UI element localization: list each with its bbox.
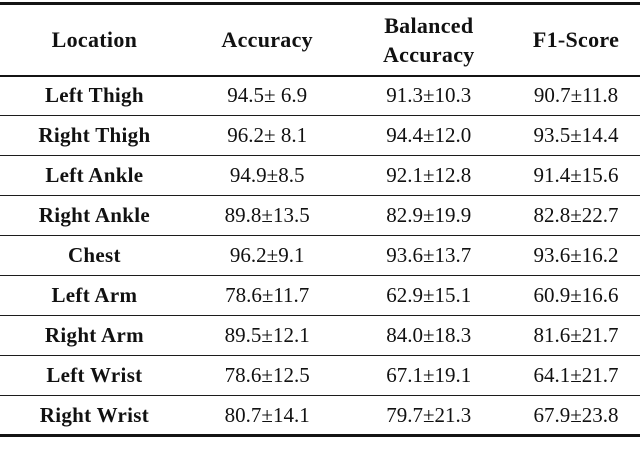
table-row-left-thigh: Left Thigh 94.5± 6.9 91.3±10.3 90.7±11.8 (0, 76, 640, 116)
cell-f1-score: 93.6±16.2 (533, 243, 619, 267)
cell-accuracy: 96.2±9.1 (229, 243, 305, 267)
cell-location: Left Arm (51, 283, 138, 307)
column-header-balanced-line2: Accuracy (382, 41, 475, 67)
cell-f1-score: 90.7±11.8 (533, 83, 619, 108)
table-row-chest: Chest 96.2±9.1 93.6±13.7 93.6±16.2 (0, 236, 640, 276)
results-table: Location Accuracy Balanced Accuracy F1-S… (0, 2, 640, 437)
cell-f1-score: 82.8±22.7 (533, 203, 619, 227)
cell-f1-score: 91.4±15.6 (533, 163, 619, 187)
cell-accuracy: 78.6±12.5 (224, 363, 310, 387)
cell-location: Right Wrist (39, 402, 150, 427)
table-row-left-wrist: Left Wrist 78.6±12.5 67.1±19.1 64.1±21.7 (0, 356, 640, 396)
cell-accuracy: 78.6±11.7 (225, 283, 310, 307)
cell-location: Left Ankle (45, 163, 144, 187)
cell-accuracy: 89.5±12.1 (224, 323, 310, 347)
cell-f1-score: 64.1±21.7 (533, 363, 619, 387)
cell-f1-score: 93.5±14.4 (533, 123, 619, 147)
table-row-right-wrist: Right Wrist 80.7±14.1 79.7±21.3 67.9±23.… (0, 396, 640, 436)
cell-balanced-accuracy: 92.1±12.8 (386, 163, 472, 187)
cell-balanced-accuracy: 79.7±21.3 (386, 402, 472, 427)
table-body: Left Thigh 94.5± 6.9 91.3±10.3 90.7±11.8… (0, 76, 640, 436)
table-header: Location Accuracy Balanced Accuracy F1-S… (0, 4, 640, 76)
cell-balanced-accuracy: 91.3±10.3 (386, 83, 472, 108)
cell-location: Right Thigh (38, 123, 151, 147)
cell-location: Right Arm (44, 323, 144, 347)
cell-balanced-accuracy: 94.4±12.0 (386, 123, 472, 147)
cell-balanced-accuracy: 67.1±19.1 (386, 363, 472, 387)
cell-accuracy: 80.7±14.1 (224, 402, 310, 427)
column-header-location: Location (51, 26, 138, 52)
table-row-right-ankle: Right Ankle 89.8±13.5 82.9±19.9 82.8±22.… (0, 196, 640, 236)
cell-location: Left Thigh (44, 83, 144, 108)
cell-location: Left Wrist (46, 363, 143, 387)
cell-balanced-accuracy: 82.9±19.9 (386, 203, 472, 227)
cell-accuracy: 94.9±8.5 (229, 163, 305, 187)
table-row-right-arm: Right Arm 89.5±12.1 84.0±18.3 81.6±21.7 (0, 316, 640, 356)
column-header-balanced-line1: Balanced (384, 12, 474, 38)
cell-f1-score: 67.9±23.8 (533, 402, 619, 427)
table-header-row: Location Accuracy Balanced Accuracy F1-S… (0, 4, 640, 76)
column-header-balanced-accuracy: Balanced Accuracy (346, 4, 512, 76)
table-row-right-thigh: Right Thigh 96.2± 8.1 94.4±12.0 93.5±14.… (0, 116, 640, 156)
cell-f1-score: 60.9±16.6 (533, 283, 619, 307)
cell-location: Right Ankle (38, 203, 151, 227)
cell-f1-score: 81.6±21.7 (533, 323, 619, 347)
cell-balanced-accuracy: 62.9±15.1 (386, 283, 472, 307)
cell-balanced-accuracy: 84.0±18.3 (386, 323, 472, 347)
cell-balanced-accuracy: 93.6±13.7 (386, 243, 472, 267)
cell-accuracy: 89.8±13.5 (224, 203, 310, 227)
table-row-left-ankle: Left Ankle 94.9±8.5 92.1±12.8 91.4±15.6 (0, 156, 640, 196)
column-header-f1-score: F1-Score (532, 26, 620, 52)
table-row-left-arm: Left Arm 78.6±11.7 62.9±15.1 60.9±16.6 (0, 276, 640, 316)
column-header-accuracy: Accuracy (221, 26, 313, 52)
cell-accuracy: 96.2± 8.1 (227, 123, 308, 147)
cell-location: Chest (67, 243, 121, 267)
cell-accuracy: 94.5± 6.9 (227, 83, 308, 108)
